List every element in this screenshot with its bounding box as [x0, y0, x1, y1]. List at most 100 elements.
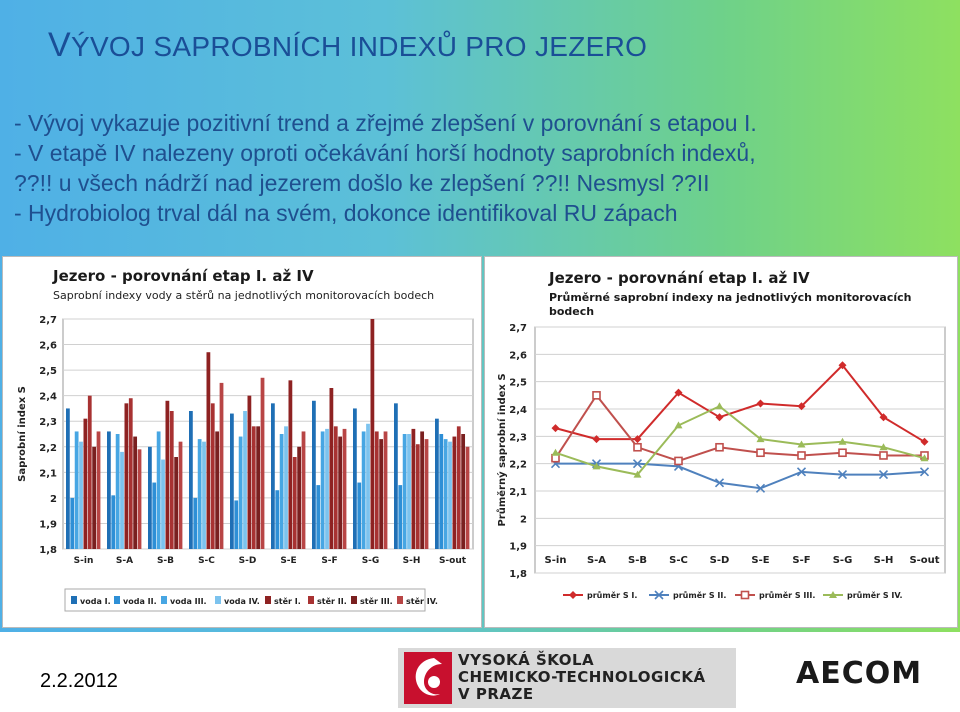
bar-S-B-2: [156, 431, 161, 549]
line-point-1-4: [714, 478, 725, 488]
line-point-0-9: [920, 437, 929, 446]
bar-S-G-1: [357, 482, 362, 549]
bar-y-tick-label: 2: [50, 494, 57, 505]
line-point-1-8: [878, 470, 889, 480]
line-point-3-5: [756, 435, 765, 443]
bar-legend-swatch: [215, 596, 221, 604]
line-chart-svg: 1,8 1,9 2 2,1 2,2 2,3 2,4 2,5 2,6 2,7 Průměrný sap…: [495, 323, 946, 600]
bar-S-C-1: [193, 497, 198, 549]
bar-S-D-2: [238, 436, 243, 549]
line-point-3-2: [633, 470, 642, 478]
bar-S-E-3: [284, 426, 288, 549]
bar-S-D-7: [260, 377, 265, 549]
bar-S-F-2: [320, 431, 325, 549]
bar-y-tick-label: 2,7: [39, 315, 57, 326]
bar-S-B-7: [178, 441, 183, 549]
bar-S-F-1: [316, 485, 321, 549]
bar-x-tick-label: S-in: [74, 556, 94, 566]
bar-S-G-5: [374, 431, 379, 549]
line-x-tick-label: S-B: [628, 555, 647, 566]
bar-legend-box: [64, 588, 426, 612]
line-point-1-9: [919, 467, 930, 477]
line-point-1-2: [632, 459, 643, 469]
bar-x-tick-label: S-B: [157, 556, 174, 566]
line-x-tick-label: S-E: [751, 555, 769, 566]
bar-S-H-5: [415, 444, 420, 549]
bar-S-C-7: [219, 382, 224, 549]
line-point-1-6: [796, 467, 807, 477]
bar-S-A-2: [115, 434, 120, 549]
bar-S-A-7: [137, 449, 142, 549]
line-x-tick-label: S-out: [909, 555, 939, 566]
bar-S-G-2: [361, 431, 366, 549]
line-legend-marker: [654, 590, 664, 600]
line-series-0: [555, 363, 926, 443]
bar-legend-swatch: [114, 596, 120, 604]
bar-legend-label: voda III.: [170, 597, 207, 606]
bar-S-C-4: [206, 352, 211, 549]
line-series-2: [554, 393, 925, 462]
line-y-axis-label: Průměrný saprobní index S: [495, 373, 508, 526]
bar-S-out-4: [452, 436, 457, 549]
bar-y-tick-label: 2,1: [39, 468, 57, 479]
bar-S-B-0: [148, 446, 152, 549]
bar-S-in-5: [87, 395, 92, 549]
bar-S-E-6: [297, 446, 302, 549]
bar-S-B-1: [152, 482, 157, 549]
line-series-1: [555, 462, 925, 490]
line-legend-label: průměr S I.: [587, 590, 637, 600]
bar-S-D-5: [251, 426, 256, 549]
bullet-4: - Hydrobiolog trval dál na svém, dokonce…: [14, 200, 678, 226]
bar-S-out-0: [435, 418, 439, 549]
bar-chart-title: Jezero - porovnání etap I. až IV: [53, 267, 314, 285]
bar-y-tick-label: 2,2: [39, 443, 57, 454]
line-point-1-7: [837, 470, 848, 480]
bar-S-F-5: [333, 426, 338, 549]
line-legend-marker: [569, 591, 577, 599]
bar-S-H-2: [402, 434, 407, 549]
bar-S-D-1: [234, 500, 239, 549]
title-initial: V: [48, 26, 71, 64]
line-y-tick-label: 2,4: [509, 405, 527, 416]
bar-legend-label: stěr IV.: [406, 596, 438, 606]
bar-S-H-3: [407, 434, 411, 549]
bar-x-tick-label: S-out: [439, 556, 467, 566]
bar-legend-label: voda I.: [80, 597, 111, 606]
bar-y-tick-label: 1,8: [39, 545, 57, 556]
vscht-logo-text: VYSOKÁ ŠKOLA CHEMICKO-TECHNOLOGICKÁ V PR…: [458, 652, 706, 703]
bar-legend-swatch: [397, 596, 403, 604]
line-x-tick-label: S-in: [545, 555, 567, 566]
bar-S-G-7: [383, 431, 388, 549]
bar-S-F-0: [312, 400, 316, 549]
vscht-logo: VYSOKÁ ŠKOLA CHEMICKO-TECHNOLOGICKÁ V PR…: [398, 648, 736, 708]
line-point-3-8: [879, 443, 888, 451]
line-y-tick-label: 2,5: [509, 378, 527, 389]
bar-chart-subtitle: Saprobní indexy vody a stěrů na jednotli…: [53, 289, 435, 302]
line-y-tick-label: 2,7: [509, 323, 527, 334]
bar-legend-label: stěr III.: [360, 596, 393, 606]
vscht-logo-line-3: V PRAZE: [458, 685, 534, 703]
bar-S-B-3: [161, 459, 165, 549]
bar-S-in-2: [74, 431, 79, 549]
bar-S-in-6: [92, 446, 97, 549]
line-legend-label: průměr S IV.: [847, 590, 903, 600]
bar-S-E-1: [275, 490, 280, 549]
bar-S-C-5: [210, 403, 215, 549]
bar-legend-label: voda IV.: [224, 597, 260, 606]
line-point-2-6: [797, 451, 806, 460]
bar-S-A-1: [111, 495, 116, 549]
line-y-tick-label: 2,1: [509, 487, 527, 498]
bar-S-A-4: [124, 403, 129, 549]
line-x-tick-label: S-A: [587, 555, 606, 566]
bar-legend-swatch: [161, 596, 167, 604]
aecom-logo: AECOM: [796, 656, 923, 691]
bar-S-D-3: [243, 411, 247, 549]
line-point-0-7: [838, 361, 847, 370]
line-y-tick-label: 2: [520, 514, 527, 525]
line-x-tick-label: S-H: [874, 555, 894, 566]
line-x-tick-label: S-D: [710, 555, 730, 566]
line-point-3-7: [838, 437, 847, 445]
bar-legend-swatch: [351, 596, 357, 604]
bar-S-E-5: [292, 457, 297, 549]
line-point-3-9: [920, 454, 929, 462]
